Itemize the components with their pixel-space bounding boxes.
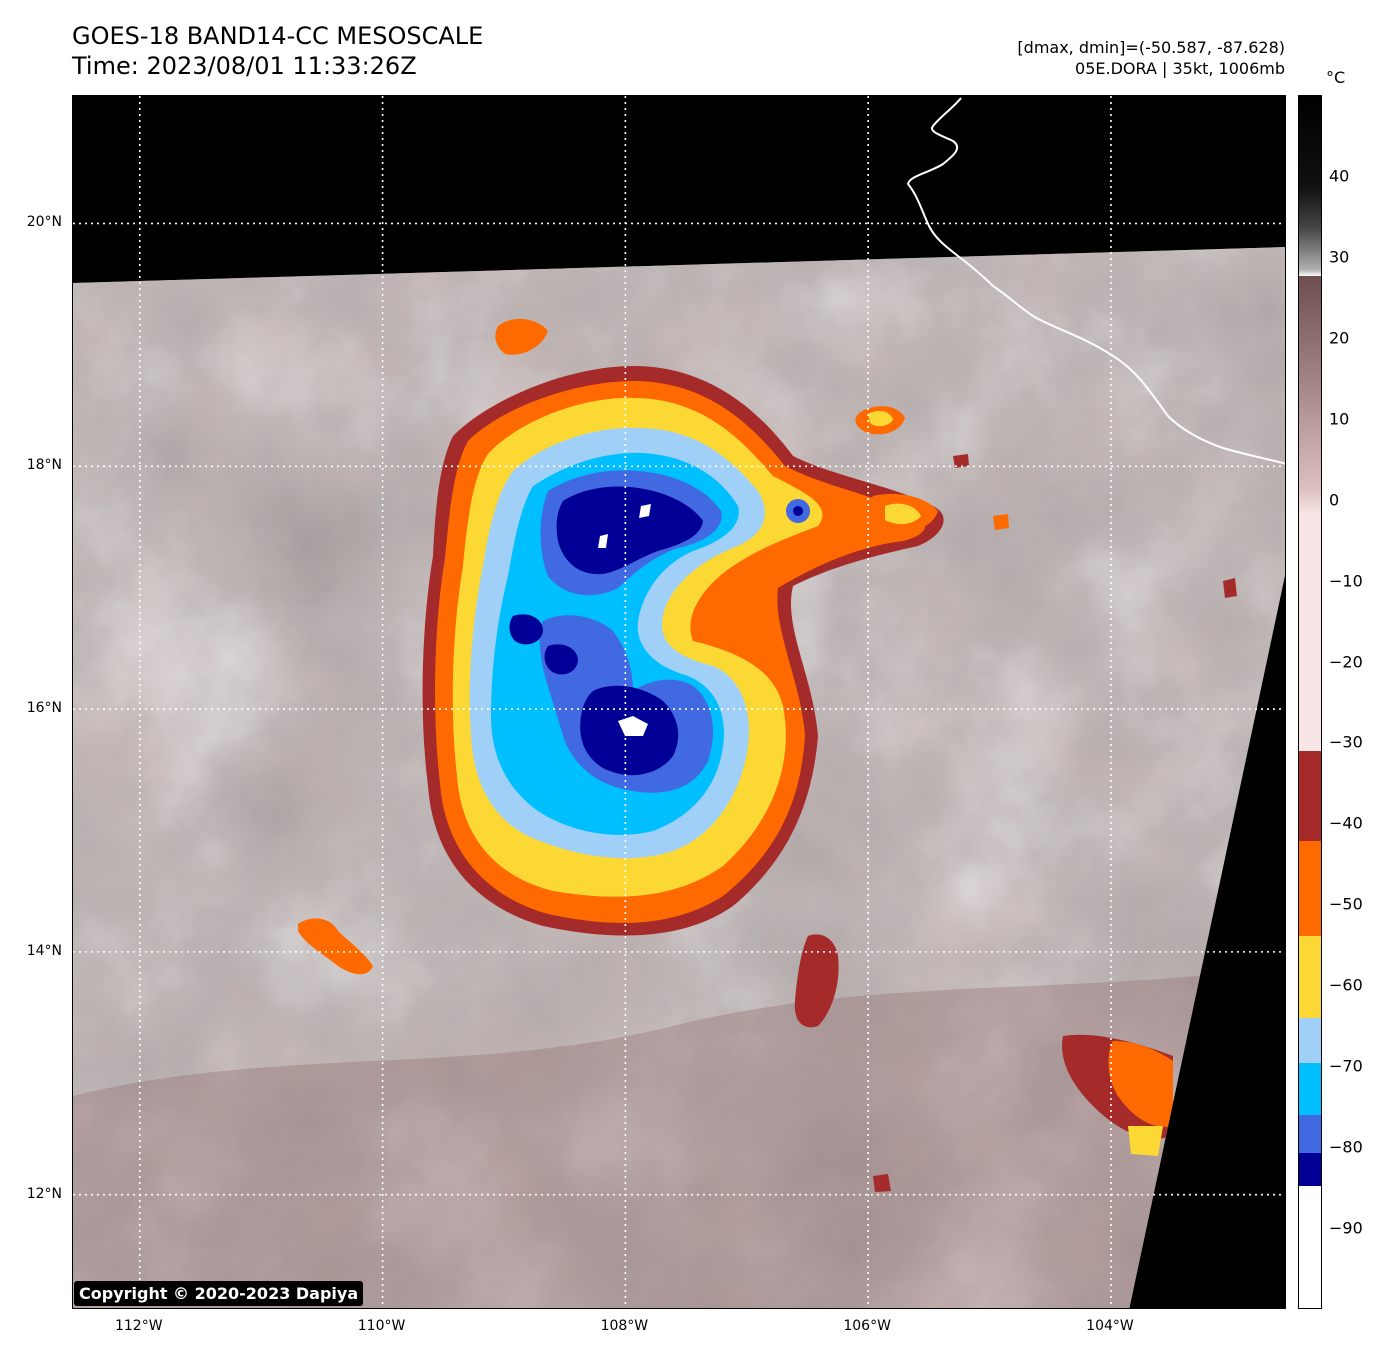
colorbar: [1298, 95, 1322, 1309]
colorbar-tick-label: −80: [1329, 1137, 1363, 1157]
colorbar-tick-label: −60: [1329, 975, 1363, 995]
colorbar-unit: °C: [1326, 68, 1346, 87]
colorbar-tick-label: −20: [1329, 652, 1363, 672]
longitude-label: 112°W: [114, 1318, 163, 1334]
storm-info: 05E.DORA | 35kt, 1006mb: [1075, 59, 1285, 78]
satellite-map-image: [73, 96, 1285, 1308]
copyright-notice: Copyright © 2020-2023 Dapiya: [74, 1281, 364, 1306]
latitude-label: 12°N: [26, 1185, 62, 1202]
storm-convection: [422, 366, 944, 936]
colorbar-tick-label: 40: [1329, 166, 1350, 186]
dmax-dmin-stats: [dmax, dmin]=(-50.587, -87.628): [1017, 38, 1285, 57]
gridlines: [73, 96, 1285, 1308]
colorbar-tick-label: 30: [1329, 247, 1350, 267]
satellite-swath: [73, 247, 1285, 1308]
satellite-map[interactable]: [72, 95, 1286, 1309]
colorbar-tick-label: −10: [1329, 571, 1363, 591]
chart-title: GOES-18 BAND14-CC MESOSCALE: [72, 22, 484, 50]
colorbar-tick-label: −70: [1329, 1056, 1363, 1076]
coastline: [906, 97, 1285, 465]
colorbar-tick-label: −50: [1329, 894, 1363, 914]
colorbar-tick-label: −90: [1329, 1218, 1363, 1238]
latitude-label: 16°N: [26, 700, 62, 717]
latitude-label: 14°N: [26, 942, 62, 959]
convective-cells: [298, 318, 1237, 1192]
longitude-label: 110°W: [357, 1318, 406, 1334]
chart-time: Time: 2023/08/01 11:33:26Z: [72, 52, 417, 80]
longitude-label: 106°W: [843, 1318, 891, 1334]
colorbar-tick-label: −40: [1329, 813, 1363, 833]
colorbar-tick-label: 0: [1329, 490, 1340, 510]
colorbar-tick-label: 10: [1329, 409, 1350, 429]
colorbar-tick-label: 20: [1329, 328, 1350, 348]
colorbar-gradient: [1299, 96, 1321, 1308]
longitude-label: 108°W: [600, 1318, 649, 1334]
colorbar-tick-label: −30: [1329, 732, 1363, 752]
longitude-label: 104°W: [1086, 1318, 1134, 1334]
latitude-label: 20°N: [26, 214, 62, 231]
latitude-label: 18°N: [26, 457, 62, 474]
